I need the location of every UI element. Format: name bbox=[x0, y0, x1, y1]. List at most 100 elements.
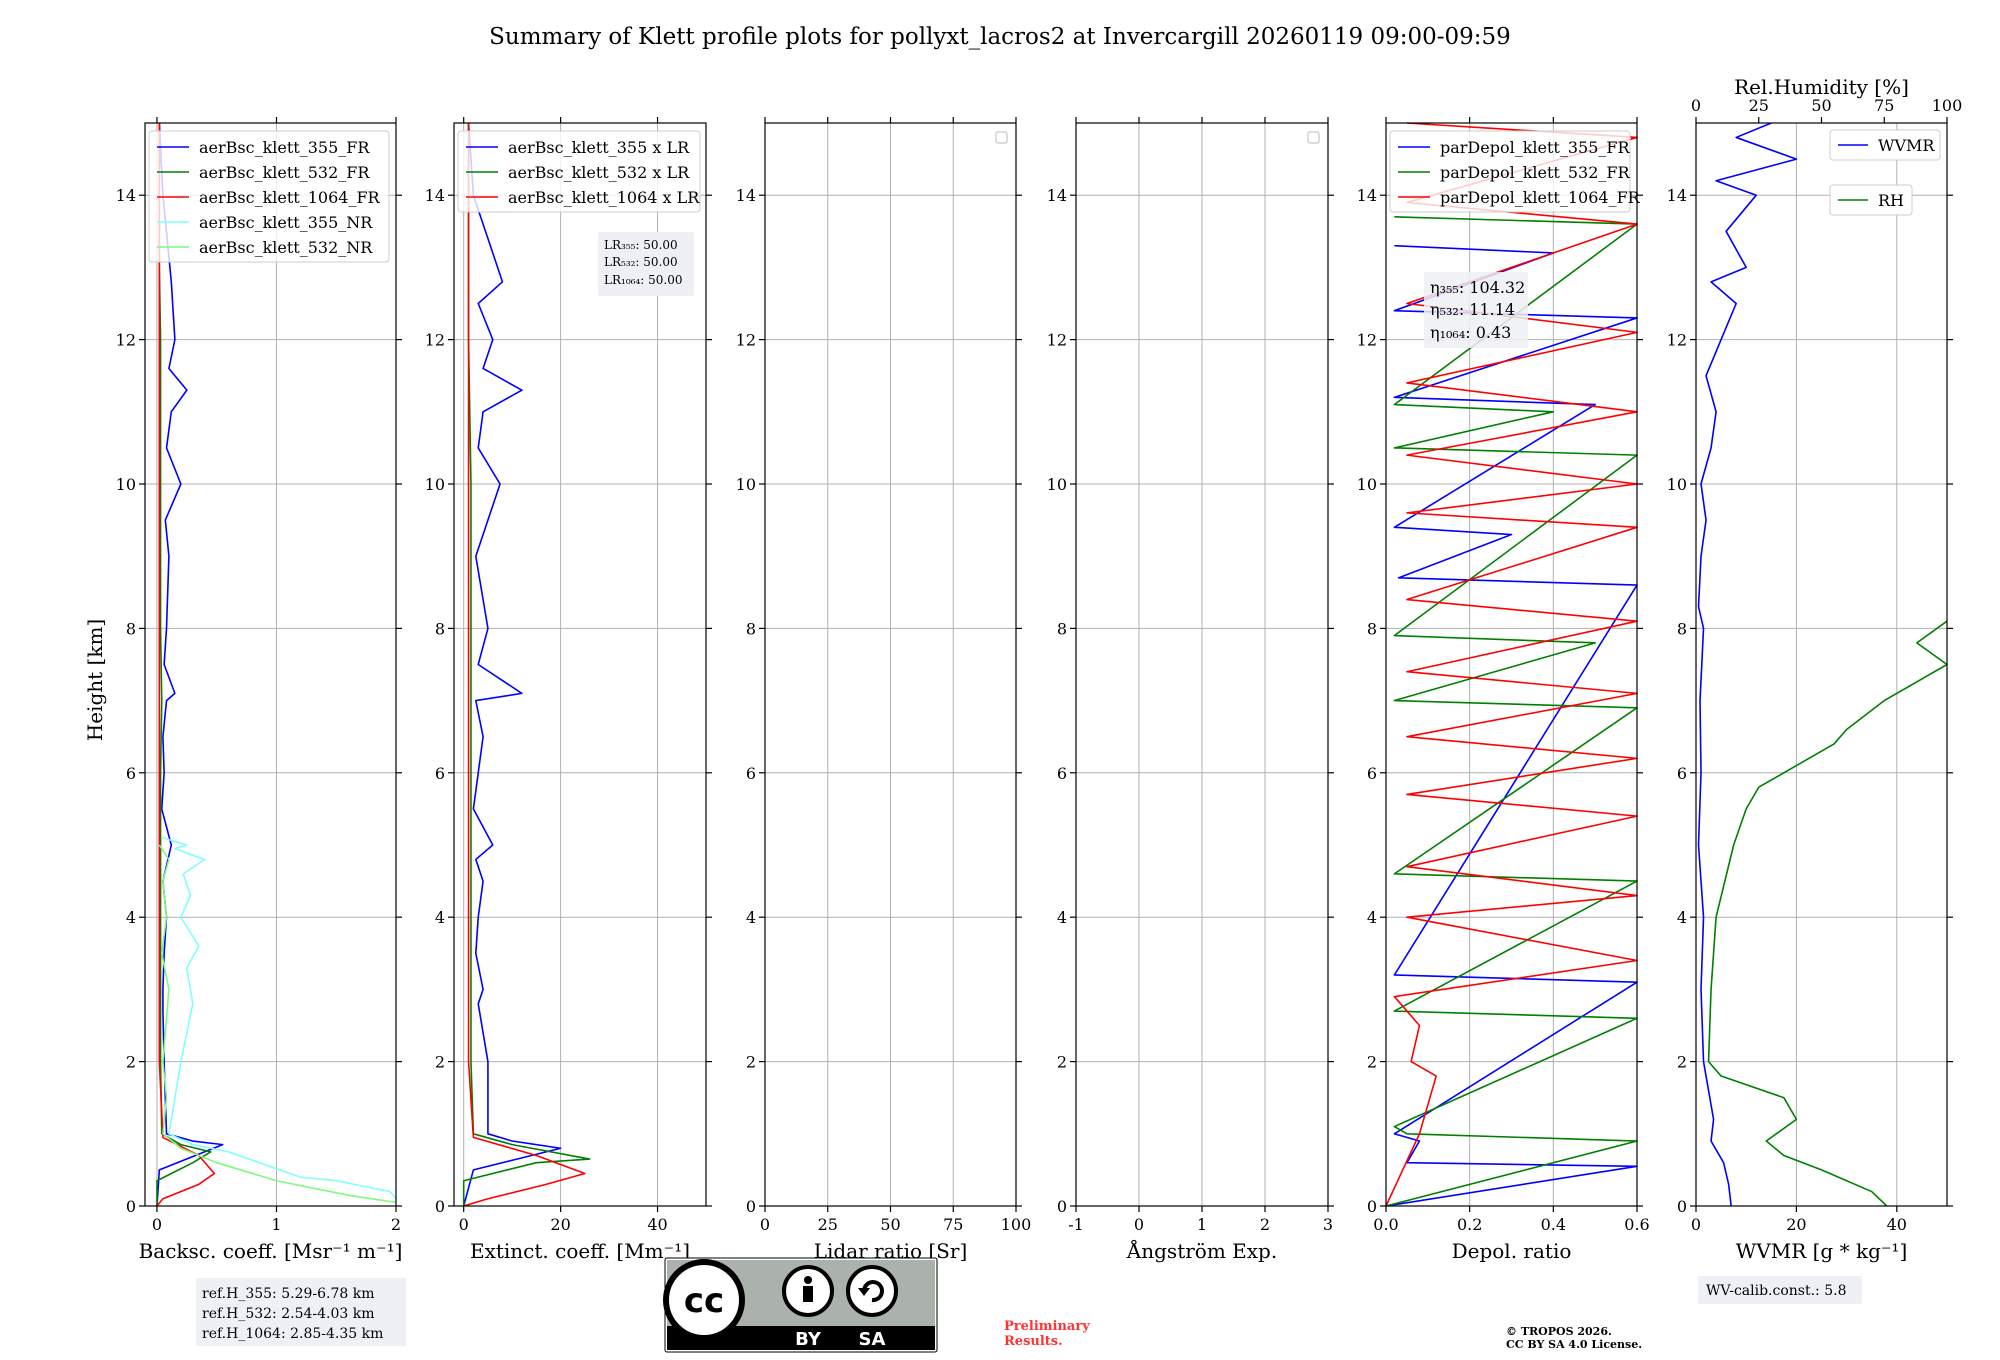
x-tick-label: 3 bbox=[1323, 1215, 1333, 1234]
legend-label: aerBsc_klett_355 x LR bbox=[508, 138, 690, 157]
series-line-aerBsc_klett_532_NR bbox=[158, 844, 397, 1204]
x-tick-label: 20 bbox=[1786, 1215, 1806, 1234]
y-tick-label: 12 bbox=[425, 331, 445, 350]
y-tick-label: 8 bbox=[1057, 619, 1067, 638]
y-tick-label: 8 bbox=[1677, 619, 1687, 638]
y-tick-label: 14 bbox=[1357, 186, 1377, 205]
top-tick-label: 25 bbox=[1749, 96, 1769, 115]
cc-circle-icon bbox=[663, 1259, 745, 1341]
series-line-parDepol_klett_532_FR bbox=[1385, 216, 1638, 1207]
y-axis-label: Height [km] bbox=[83, 619, 107, 741]
series-line-RH bbox=[1707, 620, 1948, 1207]
top-tick-label: 100 bbox=[1932, 96, 1963, 115]
y-tick-label: 4 bbox=[746, 908, 756, 927]
x-axis-label: Ångström Exp. bbox=[1126, 1238, 1277, 1263]
y-tick-label: 10 bbox=[116, 475, 136, 494]
legend-label: aerBsc_klett_532_NR bbox=[199, 238, 373, 257]
preliminary-line-2: Results. bbox=[1004, 1334, 1063, 1349]
y-tick-label: 4 bbox=[435, 908, 445, 927]
ref-height-355: ref.H_355: 5.29-6.78 km bbox=[202, 1286, 375, 1302]
extinction-panel: 0 2 4 6 8 10 12 14 0 20 40 Extinct. coeff. [Mm⁻¹] ae… bbox=[425, 117, 712, 1263]
lidar-ratio-box: LR₃₅₅: 50.00 LR₅₃₂: 50.00 LR₁₀₆₄: 50.00 bbox=[598, 232, 694, 296]
y-tick-label: 0 bbox=[1057, 1197, 1067, 1216]
top-tick-label: 0 bbox=[1691, 96, 1701, 115]
series-line-parDepol_klett_1064_FR bbox=[1385, 122, 1638, 1207]
cc-text: cc bbox=[684, 1281, 724, 1321]
legend-label: aerBsc_klett_1064 x LR bbox=[508, 188, 700, 207]
y-tick-label: 0 bbox=[435, 1197, 445, 1216]
x-axis-label: Backsc. coeff. [Msr⁻¹ m⁻¹] bbox=[139, 1239, 403, 1263]
x-tick-label: 1 bbox=[271, 1215, 281, 1234]
empty-legend-box bbox=[1307, 131, 1320, 144]
y-tick-label: 10 bbox=[1357, 475, 1377, 494]
legend-box bbox=[457, 130, 701, 213]
x-tick-label: 2 bbox=[1260, 1215, 1270, 1234]
lr-355: LR₃₅₅: 50.00 bbox=[604, 238, 678, 252]
x-tick-label: 0 bbox=[1691, 1215, 1701, 1234]
axes-frame bbox=[144, 122, 397, 1207]
series-line-aerBsc_klett_1064 x LR bbox=[463, 123, 586, 1207]
legend-box-rh bbox=[1829, 184, 1913, 216]
y-tick-label: 2 bbox=[126, 1053, 136, 1072]
y-tick-label: 0 bbox=[1367, 1197, 1377, 1216]
ref-height-1064: ref.H_1064: 2.85-4.35 km bbox=[202, 1326, 383, 1342]
y-tick-label: 14 bbox=[425, 186, 445, 205]
sa-label: SA bbox=[859, 1329, 886, 1350]
x-tick-label: -1 bbox=[1068, 1215, 1084, 1234]
lr-1064: LR₁₀₆₄: 50.00 bbox=[604, 273, 682, 287]
y-tick-label: 10 bbox=[1047, 475, 1067, 494]
legend-box-wvmr bbox=[1829, 129, 1941, 161]
y-tick-label: 2 bbox=[1367, 1053, 1377, 1072]
legend-label: aerBsc_klett_355_FR bbox=[199, 138, 370, 157]
y-tick-label: 14 bbox=[736, 186, 756, 205]
legend-label: aerBsc_klett_532_FR bbox=[199, 163, 370, 182]
legend-label: parDepol_klett_532_FR bbox=[1440, 163, 1631, 182]
legend-label: parDepol_klett_1064_FR bbox=[1440, 188, 1641, 207]
y-tick-label: 8 bbox=[746, 619, 756, 638]
legend-box bbox=[1389, 130, 1631, 213]
series-line-aerBsc_klett_1064_FR bbox=[156, 123, 216, 1207]
y-tick-label: 10 bbox=[1667, 475, 1687, 494]
copyright-line-2: CC BY SA 4.0 License. bbox=[1506, 1338, 1642, 1351]
by-label: BY bbox=[795, 1329, 822, 1350]
y-tick-label: 2 bbox=[435, 1053, 445, 1072]
figure-title: Summary of Klett profile plots for polly… bbox=[489, 24, 1511, 50]
y-tick-label: 6 bbox=[1677, 764, 1687, 783]
y-tick-label: 2 bbox=[1057, 1053, 1067, 1072]
legend-label: aerBsc_klett_532 x LR bbox=[508, 163, 690, 182]
wv-calib-box: WV-calib.const.: 5.8 bbox=[1698, 1276, 1862, 1304]
series-line-aerBsc_klett_355_NR bbox=[162, 837, 397, 1200]
y-tick-label: 4 bbox=[1057, 908, 1067, 927]
x-axis-label: Extinct. coeff. [Mm⁻¹] bbox=[470, 1239, 690, 1263]
wv-calib-const: WV-calib.const.: 5.8 bbox=[1706, 1283, 1846, 1299]
preliminary-line-1: Preliminary bbox=[1004, 1319, 1090, 1334]
y-tick-label: 14 bbox=[1667, 186, 1687, 205]
y-tick-label: 0 bbox=[1677, 1197, 1687, 1216]
legend-label: RH bbox=[1878, 191, 1904, 210]
eta-355: η₃₅₅: 104.32 bbox=[1430, 278, 1525, 297]
top-tick-label: 75 bbox=[1874, 96, 1894, 115]
y-tick-label: 8 bbox=[1367, 619, 1377, 638]
legend-label: aerBsc_klett_1064_FR bbox=[199, 188, 381, 207]
y-tick-label: 12 bbox=[116, 331, 136, 350]
x-tick-label: 50 bbox=[880, 1215, 900, 1234]
y-tick-label: 8 bbox=[126, 619, 136, 638]
y-tick-label: 2 bbox=[1677, 1053, 1687, 1072]
y-tick-label: 6 bbox=[1057, 764, 1067, 783]
axes-frame bbox=[1695, 122, 1948, 1207]
legend-label: parDepol_klett_355_FR bbox=[1440, 138, 1631, 157]
ref-height-532: ref.H_532: 2.54-4.03 km bbox=[202, 1306, 375, 1322]
eta-box: η₃₅₅: 104.32 η₅₃₂: 11.14 η₁₀₆₄: 0.43 bbox=[1424, 272, 1528, 348]
series-line-aerBsc_klett_355 x LR bbox=[462, 122, 562, 1207]
series-line-aerBsc_klett_532 x LR bbox=[462, 123, 591, 1206]
x-tick-label: 0 bbox=[152, 1215, 162, 1234]
x-tick-label: 40 bbox=[647, 1215, 667, 1234]
series-line-aerBsc_klett_355_FR bbox=[156, 122, 224, 1207]
x-tick-label: 40 bbox=[1887, 1215, 1907, 1234]
copyright-line-1: © TROPOS 2026. bbox=[1506, 1325, 1612, 1338]
y-tick-label: 0 bbox=[126, 1197, 136, 1216]
series-line-WVMR bbox=[1697, 122, 1798, 1207]
